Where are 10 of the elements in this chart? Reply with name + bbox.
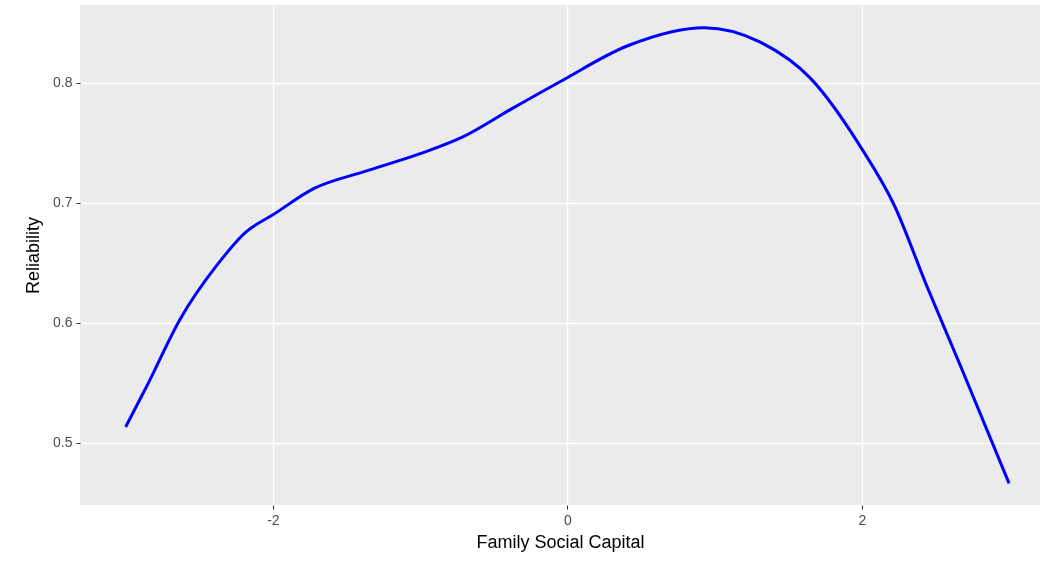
line-series [124, 26, 1011, 485]
x-axis-title: Family Social Capital [476, 531, 645, 552]
x-tick-label: 2 [858, 511, 867, 528]
y-tick-label: 0.7 [53, 194, 73, 211]
y-tick-label: 0.8 [53, 74, 73, 91]
x-tick-label: -2 [267, 511, 280, 528]
y-tick-label: 0.6 [53, 314, 73, 331]
x-tick-label: 0 [563, 511, 572, 528]
y-tick-label: 0.5 [53, 434, 73, 451]
y-axis-title: Reliability [23, 216, 44, 295]
